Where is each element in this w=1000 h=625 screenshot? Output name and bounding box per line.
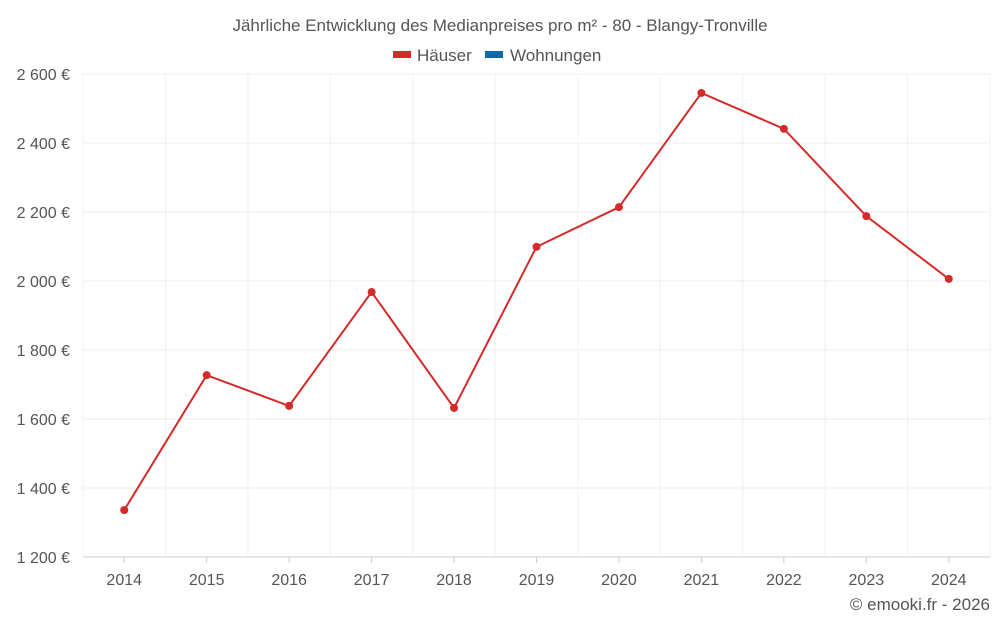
data-point-2018 [450, 403, 459, 412]
legend-label-wohnungen: Wohnungen [510, 46, 601, 65]
x-tick-label: 2018 [436, 572, 472, 589]
y-tick-label: 1 600 € [17, 412, 70, 429]
y-tick-label: 1 800 € [17, 343, 70, 360]
credit: © emooki.fr - 2026 [850, 595, 990, 614]
x-tick-label: 2022 [766, 572, 802, 589]
x-tick-label: 2017 [354, 572, 390, 589]
legend-item-wohnungen[interactable]: Wohnungen [485, 46, 601, 65]
x-tick-label: 2015 [189, 572, 225, 589]
legend-swatch-haeuser [393, 51, 411, 58]
data-point-2014 [120, 506, 129, 515]
data-point-2023 [862, 212, 871, 221]
legend-label-haeuser: Häuser [417, 46, 472, 65]
legend-item-haeuser[interactable]: Häuser [393, 46, 472, 65]
y-tick-label: 1 200 € [17, 550, 70, 567]
y-tick-label: 1 400 € [17, 481, 70, 498]
x-tick-label: 2014 [106, 572, 142, 589]
x-tick-label: 2020 [601, 572, 637, 589]
data-point-2020 [614, 203, 623, 212]
y-tick-label: 2 200 € [17, 205, 70, 222]
y-tick-label: 2 600 € [17, 67, 70, 84]
data-point-2024 [944, 274, 953, 283]
y-tick-label: 2 400 € [17, 136, 70, 153]
data-point-2015 [202, 371, 211, 380]
data-point-2016 [285, 401, 294, 410]
data-point-2022 [779, 124, 788, 133]
x-tick-label: 2024 [931, 572, 967, 589]
data-point-2021 [697, 88, 706, 97]
y-tick-label: 2 000 € [17, 274, 70, 291]
x-tick-label: 2021 [684, 572, 720, 589]
data-point-2017 [367, 288, 376, 297]
legend-swatch-wohnungen [485, 51, 503, 58]
x-tick-label: 2019 [519, 572, 555, 589]
x-tick-label: 2023 [849, 572, 885, 589]
x-tick-label: 2016 [271, 572, 307, 589]
chart-title: Jährliche Entwicklung des Medianpreises … [232, 16, 767, 35]
legend: Häuser Wohnungen [393, 46, 601, 65]
data-point-2019 [532, 242, 541, 251]
